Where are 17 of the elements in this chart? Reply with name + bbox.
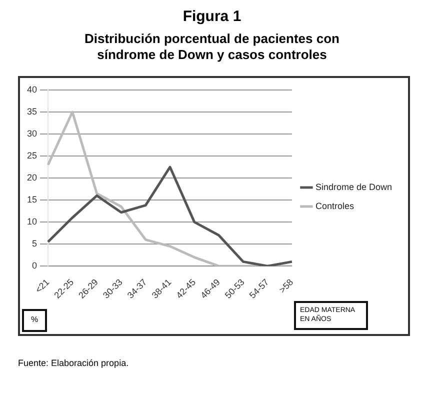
y-tick-label: 25 (26, 150, 38, 160)
source-note: Fuente: Elaboración propia. (18, 358, 130, 368)
legend-label: Sindrome de Down (315, 181, 392, 192)
y-tick-label: 10 (26, 216, 38, 226)
y-tick-label: 30 (26, 128, 38, 138)
y-axis-title: % (22, 309, 48, 332)
y-tick-label: 5 (32, 238, 38, 248)
x-tick-label: >58 (277, 276, 296, 294)
legend-label: Controles (315, 200, 354, 210)
y-tick-label: 15 (26, 194, 38, 204)
y-tick-label: 40 (26, 84, 38, 94)
chart-title: Figura 1 (182, 8, 242, 25)
y-tick-label: 0 (32, 260, 38, 270)
y-tick-label: 35 (26, 106, 38, 116)
x-tick-label: <21 (33, 276, 52, 294)
y-tick-label: 20 (26, 172, 38, 182)
chart-subtitle: Distribución porcentual de pacientes con síndrome de Down y casos controles (84, 31, 340, 64)
